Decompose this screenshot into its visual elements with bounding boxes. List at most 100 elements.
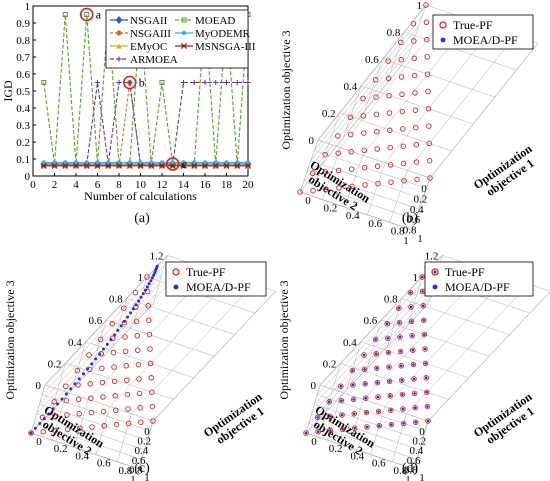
data-point <box>115 162 123 169</box>
true-pf-point <box>407 289 414 296</box>
true-pf-point <box>136 376 142 382</box>
true-pf-point <box>424 54 430 60</box>
true-pf-point <box>426 157 433 164</box>
true-pf-point <box>88 409 95 416</box>
caption-b: (b) <box>402 211 419 226</box>
data-point <box>158 162 166 169</box>
true-pf-point <box>423 375 429 381</box>
floor-grid <box>117 413 132 462</box>
true-pf-point <box>40 429 46 435</box>
obj3-tick-label: 0.4 <box>343 337 357 349</box>
true-pf-point <box>424 71 431 77</box>
moead-pf-point <box>402 422 405 425</box>
moead-pf-point <box>389 408 393 412</box>
true-pf-point <box>147 360 154 367</box>
moead-pf-point <box>388 394 392 398</box>
data-point <box>95 160 100 165</box>
x-tick-label: 12 <box>157 179 168 191</box>
true-pf-point <box>349 183 355 190</box>
moead-pf-point <box>145 285 149 289</box>
true-pf-point <box>100 408 107 415</box>
true-pf-point <box>374 163 381 170</box>
legend-moead-marker <box>432 284 438 290</box>
true-pf-point <box>386 364 392 370</box>
moead-pf-point <box>424 376 428 380</box>
wall-grid <box>51 363 66 412</box>
true-pf-point <box>399 91 405 98</box>
data-point <box>116 160 122 165</box>
obj3-tick-label: 0.6 <box>365 54 379 66</box>
wall-grid <box>340 12 449 148</box>
legend-label: NSGAII <box>130 15 168 27</box>
obj1-tick-label: 0.6 <box>368 218 382 230</box>
moead-pf-point <box>155 264 159 268</box>
moead-pf-point <box>112 333 116 337</box>
data-point <box>106 160 111 165</box>
moead-pf-point <box>109 338 113 342</box>
moead-pf-point <box>126 315 130 319</box>
data-point <box>63 160 68 165</box>
true-pf-point <box>77 425 83 431</box>
data-point <box>235 160 240 165</box>
data-point <box>83 162 90 169</box>
true-pf-point <box>122 334 128 340</box>
x-tick-label: 10 <box>135 179 147 191</box>
obj2-tick-label: 0 <box>144 426 150 438</box>
true-pf-point <box>138 419 144 425</box>
wall-edge <box>30 303 154 434</box>
moead-pf-point <box>413 392 416 395</box>
true-pf-point <box>64 426 71 433</box>
legend-label: True-PF <box>186 265 226 279</box>
legend-label: NSGAIII <box>130 28 171 40</box>
floor-grid <box>73 399 89 448</box>
true-pf-point <box>421 331 428 338</box>
true-pf-point <box>411 390 418 397</box>
obj2-tick-label: 0.6 <box>132 455 146 467</box>
floor-grid <box>344 155 364 208</box>
true-pf-point <box>387 144 393 151</box>
obj1-tick-label: 0 <box>311 436 317 448</box>
data-point <box>40 162 47 169</box>
true-pf-point <box>350 396 357 403</box>
true-pf-point <box>411 376 417 382</box>
moead-pf-point <box>422 318 426 322</box>
legend-label: ARMOEA <box>130 54 178 66</box>
true-pf-point <box>352 425 358 431</box>
true-pf-point <box>336 185 342 191</box>
true-pf-point <box>335 150 341 156</box>
obj2-tick-label: 0.4 <box>410 204 424 216</box>
moead-pf-point <box>131 307 135 311</box>
moead-pf-point <box>376 381 379 384</box>
true-pf-point <box>411 38 417 44</box>
moead-pf-point <box>364 396 368 400</box>
data-point <box>72 162 80 169</box>
moead-pf-point <box>47 412 51 416</box>
true-pf-points <box>303 274 431 436</box>
moead-pf-point <box>376 395 380 399</box>
wall-grid <box>340 363 449 400</box>
x-tick-label: 6 <box>95 179 101 191</box>
true-pf-point <box>110 349 117 356</box>
wall-edge <box>429 42 539 179</box>
wall-grid <box>310 25 419 161</box>
moead-pf-point <box>94 357 98 361</box>
true-pf-point <box>362 381 368 387</box>
true-pf-point <box>310 187 316 194</box>
obj1-axis-label: Optimizationobjective 1 <box>201 389 272 450</box>
true-pf-point <box>335 133 341 139</box>
x-tick-label: 14 <box>178 179 190 191</box>
x-tick-label: 8 <box>116 179 122 191</box>
true-pf-point <box>426 140 432 147</box>
true-pf-point <box>387 393 393 399</box>
true-pf-point <box>123 363 129 369</box>
moead-pf-point <box>413 406 417 410</box>
obj2-tick-label: 0.4 <box>135 445 149 457</box>
legend-true-pf-marker <box>172 268 180 276</box>
moead-pf-point <box>353 426 357 430</box>
wall-edge <box>305 303 429 434</box>
floor-edge <box>138 420 154 470</box>
true-pf-point <box>112 393 118 399</box>
moead-pf-point <box>339 384 343 388</box>
z-axis <box>44 255 168 386</box>
y-tick-label: 0.1 <box>16 154 30 166</box>
